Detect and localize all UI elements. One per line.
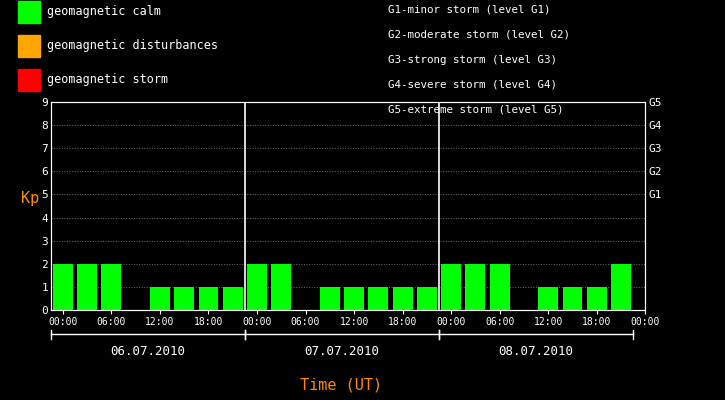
Bar <box>417 287 436 310</box>
Text: G3-strong storm (level G3): G3-strong storm (level G3) <box>388 55 557 65</box>
Text: G4-severe storm (level G4): G4-severe storm (level G4) <box>388 80 557 90</box>
Bar <box>320 287 340 310</box>
Bar <box>53 264 72 310</box>
Bar <box>271 264 291 310</box>
Bar <box>77 264 97 310</box>
Bar <box>611 264 631 310</box>
Bar <box>344 287 364 310</box>
Bar <box>174 287 194 310</box>
Text: 07.07.2010: 07.07.2010 <box>304 345 379 358</box>
Bar <box>102 264 121 310</box>
Text: 08.07.2010: 08.07.2010 <box>499 345 573 358</box>
Bar <box>538 287 558 310</box>
Bar <box>150 287 170 310</box>
Bar <box>442 264 461 310</box>
Bar <box>247 264 267 310</box>
Text: G1-minor storm (level G1): G1-minor storm (level G1) <box>388 5 550 15</box>
Text: geomagnetic storm: geomagnetic storm <box>47 74 168 86</box>
Bar <box>489 264 510 310</box>
Text: G2-moderate storm (level G2): G2-moderate storm (level G2) <box>388 30 570 40</box>
Y-axis label: Kp: Kp <box>21 191 39 206</box>
Text: geomagnetic disturbances: geomagnetic disturbances <box>47 40 218 52</box>
Bar <box>368 287 389 310</box>
Bar <box>465 264 485 310</box>
Bar <box>199 287 218 310</box>
Text: G5-extreme storm (level G5): G5-extreme storm (level G5) <box>388 104 563 114</box>
Bar <box>223 287 243 310</box>
Text: Time (UT): Time (UT) <box>299 377 382 392</box>
Text: geomagnetic calm: geomagnetic calm <box>47 6 161 18</box>
Bar <box>587 287 607 310</box>
Bar <box>563 287 582 310</box>
Bar <box>393 287 413 310</box>
Text: 06.07.2010: 06.07.2010 <box>110 345 186 358</box>
